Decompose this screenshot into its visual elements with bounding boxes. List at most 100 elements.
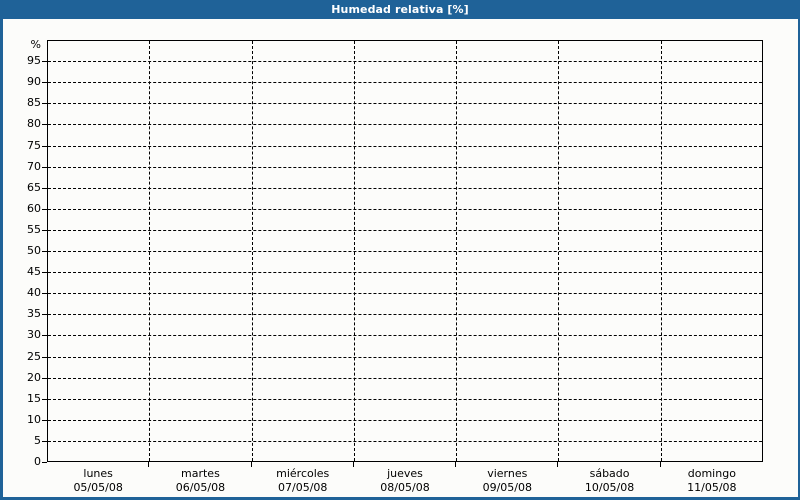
x-axis-date: 07/05/08 [278, 481, 328, 494]
x-axis-tick-label: viernes 09/05/08 [447, 467, 567, 495]
y-axis-tick-mark [42, 419, 47, 421]
x-axis-day-name: martes [181, 467, 220, 480]
grid-line-horizontal [48, 335, 762, 337]
x-axis-date: 06/05/08 [175, 481, 226, 494]
grid-line-vertical [353, 41, 355, 461]
y-axis-tick-mark [42, 208, 47, 210]
grid-line-horizontal [48, 272, 762, 274]
y-axis-tick-mark [42, 229, 47, 231]
grid-line-horizontal [48, 145, 762, 147]
grid-line-horizontal [48, 187, 762, 189]
x-axis-tick-mark [352, 462, 354, 467]
x-axis-tick-mark [148, 462, 150, 467]
grid-line-vertical [660, 41, 662, 461]
x-axis-tick-mark [250, 462, 252, 467]
y-axis-tick-mark [42, 272, 47, 274]
y-axis-tick-label: 10 [27, 412, 41, 426]
x-axis-day-name: miércoles [276, 467, 330, 480]
x-axis-day-name: viernes [487, 467, 528, 480]
x-axis-day-name: lunes [83, 467, 113, 480]
y-axis-tick-label: 70 [27, 159, 41, 173]
y-axis-tick-label: 95 [27, 54, 41, 68]
x-axis-tick-label: martes 06/05/08 [140, 467, 260, 495]
grid-line-horizontal [48, 377, 762, 379]
y-axis-tick-label: 85 [27, 96, 41, 110]
y-axis-tick-mark [42, 356, 47, 358]
y-axis-tick-mark [42, 187, 47, 189]
x-axis-day-name: sábado [589, 467, 630, 480]
y-axis-tick-label: 55 [27, 222, 41, 236]
y-axis-tick-mark [42, 293, 47, 295]
y-axis-tick-label: 65 [27, 180, 41, 194]
x-axis-date: 11/05/08 [687, 481, 737, 494]
y-axis-tick-label: 5 [34, 433, 41, 447]
grid-line-horizontal [48, 293, 762, 295]
y-axis-tick-label: 20 [27, 370, 41, 384]
y-axis-tick-mark [42, 251, 47, 252]
grid-line-horizontal [48, 356, 762, 358]
y-axis-tick-label: 0 [34, 455, 41, 468]
y-axis-tick-mark [42, 103, 47, 105]
grid-line-horizontal [48, 61, 762, 63]
y-axis-tick-mark [42, 398, 47, 400]
x-axis-tick-label: miércoles 07/05/08 [243, 467, 363, 495]
x-axis-date: 10/05/08 [584, 481, 635, 494]
x-axis-tick-label: sábado 10/05/08 [550, 467, 670, 495]
x-axis-date: 09/05/08 [482, 481, 532, 494]
y-axis-tick-label: 80 [27, 117, 41, 131]
grid-line-horizontal [48, 440, 762, 442]
y-axis-tick-label: 60 [27, 201, 41, 215]
x-axis-tick-mark [557, 462, 559, 467]
y-axis-tick-mark [42, 377, 47, 379]
x-axis-tick-mark [659, 462, 661, 467]
x-axis-tick-label: lunes 05/05/08 [38, 467, 158, 495]
x-axis-tick-mark [455, 462, 457, 467]
grid-line-horizontal [48, 82, 762, 84]
grid-line-horizontal [48, 398, 762, 400]
y-axis-tick-mark [42, 166, 47, 168]
grid-line-horizontal [48, 208, 762, 210]
y-axis-tick-label: 90 [27, 75, 41, 89]
grid-line-horizontal [48, 229, 762, 231]
grid-line-horizontal [48, 419, 762, 421]
x-axis-day-name: domingo [687, 467, 736, 480]
y-axis-tick-labels: % 95 90 85 80 75 70 65 60 55 50 45 40 35 30 25 20 15 10 5 0 [11, 38, 41, 467]
y-axis-unit-label: % [30, 38, 41, 51]
x-axis-tick-label: jueves 08/05/08 [345, 467, 465, 495]
grid-line-vertical [251, 41, 253, 461]
grid-line-horizontal [48, 124, 762, 126]
y-axis-tick-label: 40 [27, 286, 41, 300]
y-axis-tick-label: 75 [27, 138, 41, 152]
window-title-bar: Humedad relativa [%] [0, 0, 800, 19]
grid-line-horizontal [48, 103, 762, 105]
y-axis-tick-mark [42, 145, 47, 147]
x-axis-date: 05/05/08 [73, 481, 123, 494]
plot-area [47, 40, 763, 462]
y-axis-tick-mark [42, 124, 47, 126]
x-axis-tick-label: domingo 11/05/08 [652, 467, 772, 495]
x-axis-day-name: jueves [387, 467, 423, 480]
grid-line-horizontal [48, 251, 762, 252]
page-title: Humedad relativa [%] [331, 3, 469, 16]
grid-line-vertical [149, 41, 151, 461]
y-axis-tick-mark [42, 61, 47, 63]
y-axis-tick-mark [42, 462, 47, 463]
y-axis-tick-label: 50 [27, 244, 41, 257]
y-axis-tick-label: 35 [27, 307, 41, 321]
grid-line-horizontal [48, 314, 762, 316]
y-axis-tick-label: 30 [27, 328, 41, 342]
x-axis-tick-labels: lunes 05/05/08 martes 06/05/08 miércoles 07/0… [3, 467, 798, 497]
y-axis-tick-label: 45 [27, 265, 41, 279]
chart-canvas: % 95 90 85 80 75 70 65 60 55 50 45 40 35 30 25 20 15 10 5 0… [3, 19, 798, 497]
y-axis-tick-mark [42, 82, 47, 84]
y-axis-tick-mark [42, 440, 47, 442]
x-axis-date: 08/05/08 [380, 481, 430, 494]
grid-line-horizontal [48, 166, 762, 168]
y-axis-tick-label: 25 [27, 349, 41, 363]
grid-line-vertical [456, 41, 458, 461]
y-axis-tick-mark [42, 314, 47, 316]
grid-line-vertical [558, 41, 560, 461]
y-axis-tick-label: 15 [27, 391, 41, 405]
y-axis-tick-mark [42, 335, 47, 337]
